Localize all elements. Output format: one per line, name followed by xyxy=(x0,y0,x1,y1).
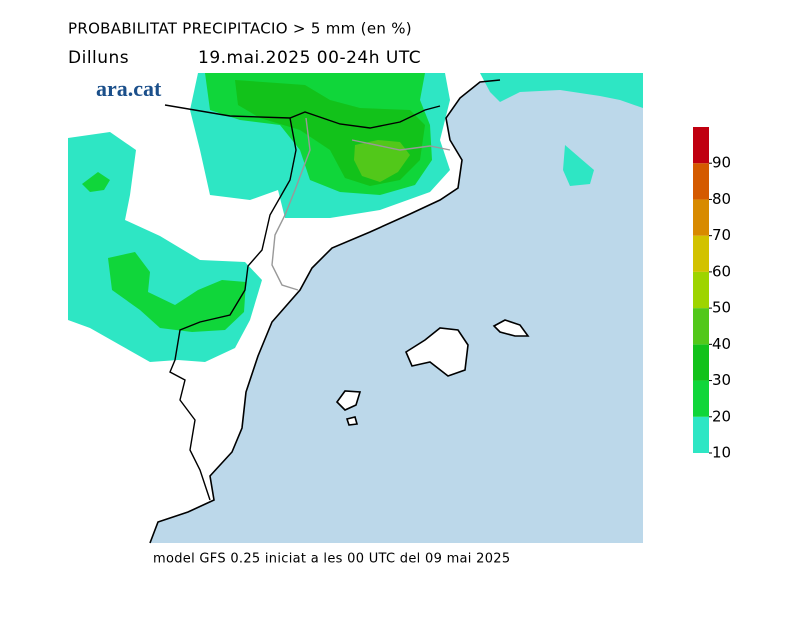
color-band xyxy=(693,308,709,345)
day: Dilluns xyxy=(68,48,129,68)
color-band xyxy=(693,127,709,164)
island xyxy=(345,416,359,426)
map: ara.cat xyxy=(68,73,643,544)
tick-label: 40 xyxy=(712,335,731,353)
tick-label: 60 xyxy=(712,262,731,280)
tick-label: 90 xyxy=(712,154,731,172)
region-border xyxy=(271,117,451,291)
island xyxy=(335,390,362,411)
color-band xyxy=(693,344,709,381)
color-band xyxy=(693,271,709,309)
tick-label: 20 xyxy=(712,407,731,425)
precip-20 xyxy=(82,172,110,192)
color-band xyxy=(693,163,709,200)
precip-40 xyxy=(354,140,410,182)
tick-label: 30 xyxy=(712,371,731,389)
footer: model GFS 0.25 iniciat a les 00 UTC del … xyxy=(153,552,510,567)
logo: ara.cat xyxy=(96,76,162,101)
tick-label: 70 xyxy=(712,226,731,244)
sea xyxy=(150,73,643,543)
title: PROBABILITAT PRECIPITACIO > 5 mm (en %) xyxy=(68,20,412,38)
island xyxy=(404,327,469,377)
coast xyxy=(149,79,501,544)
color-band xyxy=(693,416,709,453)
tick-label: 80 xyxy=(712,190,731,208)
colorbar: 10 20 30 40 50 60 70 80 90 xyxy=(693,127,731,462)
island xyxy=(492,319,530,337)
period: 19.mai.2025 00-24h UTC xyxy=(198,48,421,68)
color-band xyxy=(693,235,709,272)
tick-label: 50 xyxy=(712,299,731,317)
precip-20 xyxy=(108,252,246,332)
precip-10 xyxy=(563,145,594,186)
precip-10 xyxy=(480,73,643,108)
color-band xyxy=(693,199,709,236)
color-band xyxy=(693,380,709,417)
border xyxy=(164,104,441,501)
tick-label: 10 xyxy=(712,444,731,462)
